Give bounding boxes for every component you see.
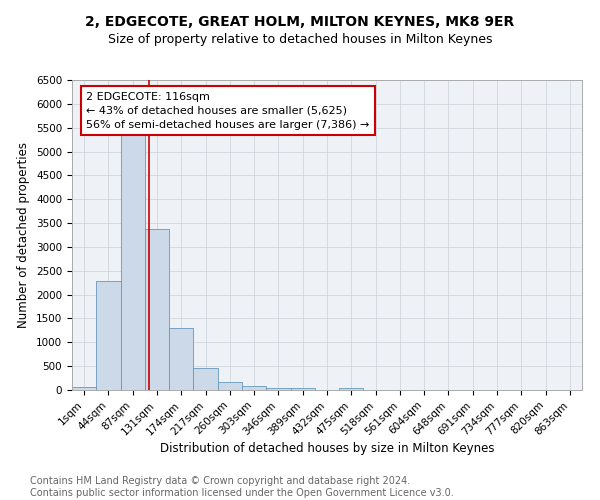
Bar	[145, 229, 169, 390]
Bar	[339, 388, 364, 390]
Bar	[121, 130, 145, 390]
Text: Contains HM Land Registry data © Crown copyright and database right 2024.
Contai: Contains HM Land Registry data © Crown c…	[30, 476, 454, 498]
Y-axis label: Number of detached properties: Number of detached properties	[17, 142, 31, 328]
Bar	[169, 328, 193, 390]
Bar	[242, 386, 266, 390]
Bar	[96, 282, 121, 390]
Bar	[218, 382, 242, 390]
Text: Size of property relative to detached houses in Milton Keynes: Size of property relative to detached ho…	[108, 32, 492, 46]
Bar	[290, 388, 315, 390]
X-axis label: Distribution of detached houses by size in Milton Keynes: Distribution of detached houses by size …	[160, 442, 494, 455]
Bar	[193, 368, 218, 390]
Text: 2, EDGECOTE, GREAT HOLM, MILTON KEYNES, MK8 9ER: 2, EDGECOTE, GREAT HOLM, MILTON KEYNES, …	[85, 15, 515, 29]
Bar	[72, 387, 96, 390]
Bar	[266, 388, 290, 390]
Text: 2 EDGECOTE: 116sqm
← 43% of detached houses are smaller (5,625)
56% of semi-deta: 2 EDGECOTE: 116sqm ← 43% of detached hou…	[86, 92, 370, 130]
